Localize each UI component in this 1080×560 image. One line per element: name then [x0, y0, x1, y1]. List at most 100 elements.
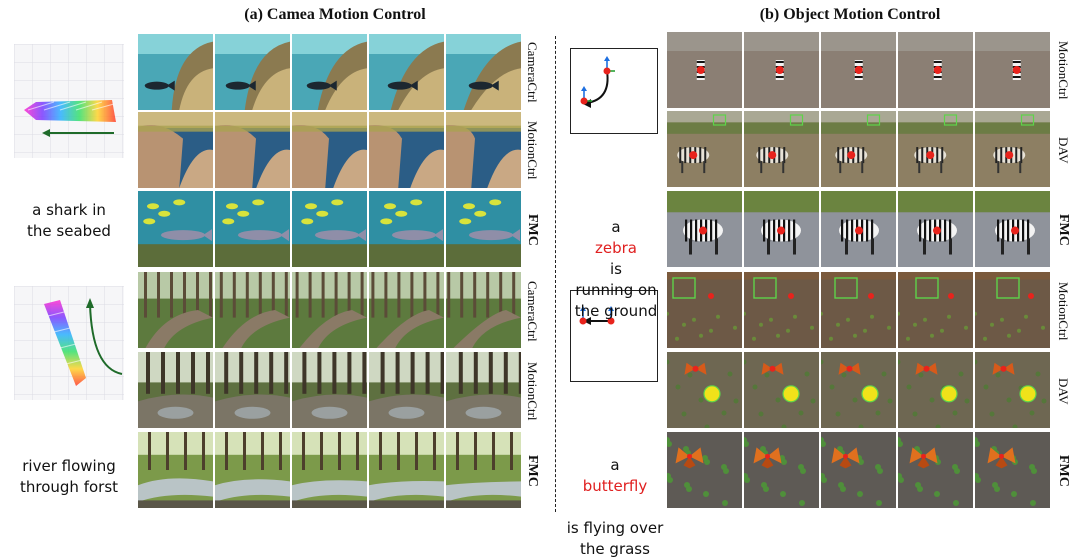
video-frame-thumbnail	[667, 32, 742, 108]
video-frame-thumbnail	[292, 352, 367, 428]
frame-illustration	[821, 352, 896, 428]
object-trajectory-box-2	[570, 290, 658, 382]
caption-zebra-prefix: a	[611, 218, 621, 236]
video-frame-thumbnail	[292, 432, 367, 508]
caption-zebra-suffix: is running on the ground	[574, 260, 658, 320]
frame-illustration	[369, 34, 444, 110]
video-frame-thumbnail	[292, 34, 367, 110]
frame-illustration	[898, 352, 973, 428]
camera-trajectory-panel-1	[14, 44, 124, 158]
result-strip-fmc-shark	[138, 191, 521, 267]
frame-illustration	[898, 432, 973, 508]
frame-illustration	[446, 112, 521, 188]
row-label-motionctrl: MotionCtrl	[525, 121, 540, 180]
caption-butterfly-highlight: butterfly	[582, 477, 648, 495]
frame-illustration	[821, 272, 896, 348]
frame-illustration	[215, 112, 290, 188]
frame-illustration	[292, 272, 367, 348]
video-frame-thumbnail	[667, 111, 742, 187]
row-label-fmc: FMC	[525, 455, 540, 487]
frame-illustration	[744, 272, 819, 348]
video-frame-thumbnail	[667, 272, 742, 348]
video-frame-thumbnail	[292, 112, 367, 188]
frame-illustration	[369, 272, 444, 348]
video-frame-thumbnail	[898, 272, 973, 348]
video-frame-thumbnail	[744, 111, 819, 187]
frame-illustration	[138, 191, 213, 267]
video-frame-thumbnail	[138, 191, 213, 267]
video-frame-thumbnail	[821, 272, 896, 348]
frame-illustration	[292, 191, 367, 267]
video-frame-thumbnail	[744, 32, 819, 108]
panel-divider	[555, 36, 556, 512]
frame-illustration	[215, 34, 290, 110]
object-trajectory-icon	[580, 56, 615, 108]
video-frame-thumbnail	[975, 191, 1050, 267]
frame-illustration	[446, 191, 521, 267]
frame-illustration	[667, 111, 742, 187]
object-trajectory-icon	[579, 306, 615, 325]
frame-illustration	[744, 111, 819, 187]
camera-rainbow-trajectory-icon	[14, 286, 124, 400]
video-frame-thumbnail	[898, 32, 973, 108]
frame-illustration	[821, 432, 896, 508]
frame-illustration	[292, 112, 367, 188]
video-frame-thumbnail	[215, 432, 290, 508]
video-frame-thumbnail	[667, 432, 742, 508]
frame-illustration	[744, 432, 819, 508]
video-frame-thumbnail	[898, 352, 973, 428]
video-frame-thumbnail	[215, 34, 290, 110]
frame-illustration	[744, 191, 819, 267]
video-frame-thumbnail	[138, 432, 213, 508]
video-frame-thumbnail	[975, 111, 1050, 187]
video-frame-thumbnail	[292, 272, 367, 348]
row-label-motionctrl: MotionCtrl	[1056, 41, 1071, 100]
result-strip-dav-zebra	[667, 111, 1050, 187]
frame-illustration	[215, 272, 290, 348]
frame-illustration	[138, 352, 213, 428]
frame-illustration	[975, 32, 1050, 108]
frame-illustration	[292, 352, 367, 428]
frame-illustration	[215, 191, 290, 267]
video-frame-thumbnail	[821, 352, 896, 428]
result-strip-dav-butterfly	[667, 352, 1050, 428]
frame-illustration	[446, 34, 521, 110]
camera-trajectory-panel-2	[14, 286, 124, 400]
result-strip-motionctrl-shark	[138, 112, 521, 188]
frame-illustration	[975, 272, 1050, 348]
row-label-fmc: FMC	[525, 214, 540, 246]
video-frame-thumbnail	[898, 191, 973, 267]
frame-illustration	[446, 432, 521, 508]
video-frame-thumbnail	[898, 432, 973, 508]
video-frame-thumbnail	[138, 272, 213, 348]
row-label-cameractrl: CameraCtrl	[525, 41, 540, 103]
video-frame-thumbnail	[369, 34, 444, 110]
frame-illustration	[898, 191, 973, 267]
frame-illustration	[138, 34, 213, 110]
result-strip-fmc-river	[138, 432, 521, 508]
frame-illustration	[975, 352, 1050, 428]
object-trajectory-box-1	[570, 48, 658, 134]
result-strip-fmc-zebra	[667, 191, 1050, 267]
frame-illustration	[446, 352, 521, 428]
video-frame-thumbnail	[744, 191, 819, 267]
result-strip-cameractrl-river	[138, 272, 521, 348]
video-frame-thumbnail	[369, 432, 444, 508]
frame-illustration	[369, 112, 444, 188]
result-strip-motionctrl-zebra	[667, 32, 1050, 108]
frame-illustration	[138, 432, 213, 508]
result-strip-motionctrl-river	[138, 352, 521, 428]
video-frame-thumbnail	[821, 432, 896, 508]
frame-illustration	[138, 272, 213, 348]
row-label-motionctrl: MotionCtrl	[1056, 281, 1071, 341]
video-frame-thumbnail	[821, 111, 896, 187]
video-frame-thumbnail	[369, 112, 444, 188]
video-frame-thumbnail	[975, 32, 1050, 108]
caption-zebra: a zebra is running on the ground	[566, 196, 666, 322]
frame-illustration	[975, 111, 1050, 187]
video-frame-thumbnail	[744, 352, 819, 428]
frame-illustration	[744, 32, 819, 108]
panel-a-title: (a) Camea Motion Control	[244, 6, 426, 23]
video-frame-thumbnail	[369, 191, 444, 267]
frame-illustration	[821, 111, 896, 187]
